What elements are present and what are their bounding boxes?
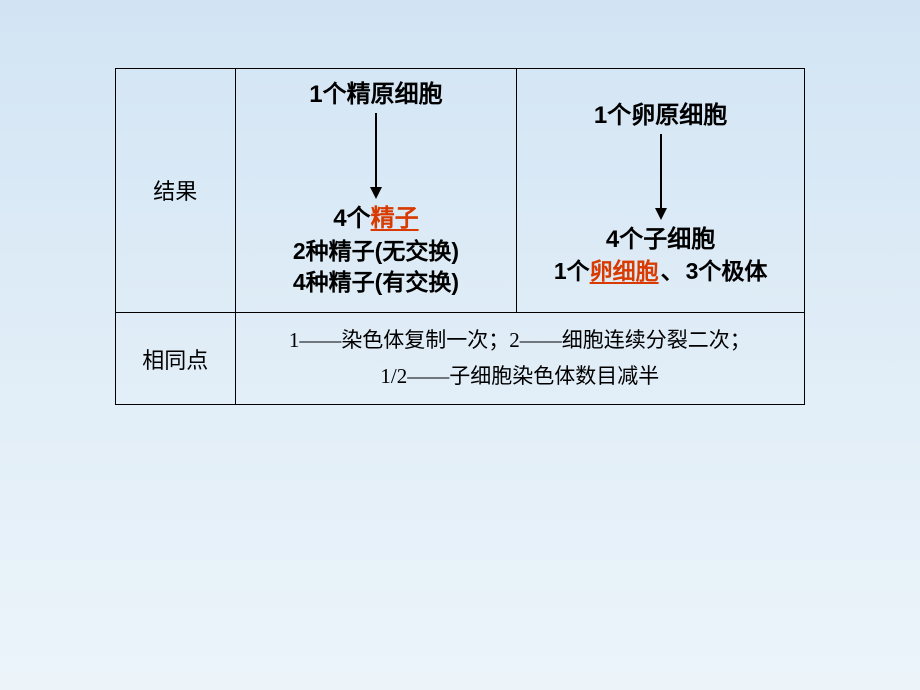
same-line-2: 1/2——子细胞染色体数目减半	[240, 359, 800, 395]
sperm-origin-text: 个精原细胞	[323, 81, 443, 108]
egg-product-num: 4	[606, 226, 619, 253]
sperm-product-highlight: 精子	[371, 205, 419, 232]
sperm-origin-num: 1	[309, 81, 322, 108]
sperm-variant-1: 2种精子(无交换)	[242, 236, 511, 267]
sperm-variant2-num: 4	[293, 269, 306, 295]
same-row: 相同点 1——染色体复制一次；2——细胞连续分裂二次； 1/2——子细胞染色体数…	[116, 312, 805, 404]
sperm-variant1-text: 种精子(无交换)	[306, 238, 459, 264]
egg-product: 4个子细胞	[523, 224, 798, 256]
egg-detail: 1个卵细胞、3个极体	[523, 256, 798, 287]
egg-origin: 1个卵原细胞	[523, 100, 798, 132]
egg-detail-sep: 、	[661, 258, 684, 284]
egg-detail-num2: 3	[686, 258, 699, 284]
same-row-label-cell: 相同点	[116, 312, 236, 404]
egg-product-text: 个子细胞	[619, 226, 715, 253]
comparison-table: 结果 1个精原细胞 4个精子 2种精子(无交换)	[115, 68, 805, 405]
egg-arrow-wrap	[523, 134, 798, 220]
sperm-cell: 1个精原细胞 4个精子 2种精子(无交换) 4种精子(有交换)	[235, 69, 517, 313]
egg-detail-num1: 1	[554, 258, 567, 284]
sperm-product: 4个精子	[242, 203, 511, 235]
result-row-label-cell: 结果	[116, 69, 236, 313]
egg-detail-mid: 个	[567, 258, 590, 284]
comparison-table-container: 结果 1个精原细胞 4个精子 2种精子(无交换)	[115, 68, 805, 405]
sperm-arrow-wrap	[242, 113, 511, 199]
sperm-product-mid: 个	[347, 205, 371, 232]
sperm-origin: 1个精原细胞	[242, 79, 511, 111]
same-content-cell: 1——染色体复制一次；2——细胞连续分裂二次； 1/2——子细胞染色体数目减半	[235, 312, 804, 404]
egg-detail-highlight: 卵细胞	[590, 258, 659, 284]
egg-origin-text: 个卵原细胞	[607, 102, 727, 129]
same-line-1: 1——染色体复制一次；2——细胞连续分裂二次；	[240, 323, 800, 359]
egg-cell: 1个卵原细胞 4个子细胞 1个卵细胞、3个极体	[517, 69, 805, 313]
sperm-variant-2: 4种精子(有交换)	[242, 267, 511, 298]
egg-detail-suffix: 个极体	[698, 258, 767, 284]
down-arrow-icon	[653, 134, 669, 220]
sperm-product-num: 4	[333, 205, 346, 232]
result-label: 结果	[153, 179, 197, 204]
egg-origin-num: 1	[594, 102, 607, 129]
down-arrow-icon	[368, 113, 384, 199]
result-row: 结果 1个精原细胞 4个精子 2种精子(无交换)	[116, 69, 805, 313]
sperm-variant1-num: 2	[293, 238, 306, 264]
sperm-variant2-text: 种精子(有交换)	[306, 269, 459, 295]
same-label: 相同点	[142, 348, 208, 373]
